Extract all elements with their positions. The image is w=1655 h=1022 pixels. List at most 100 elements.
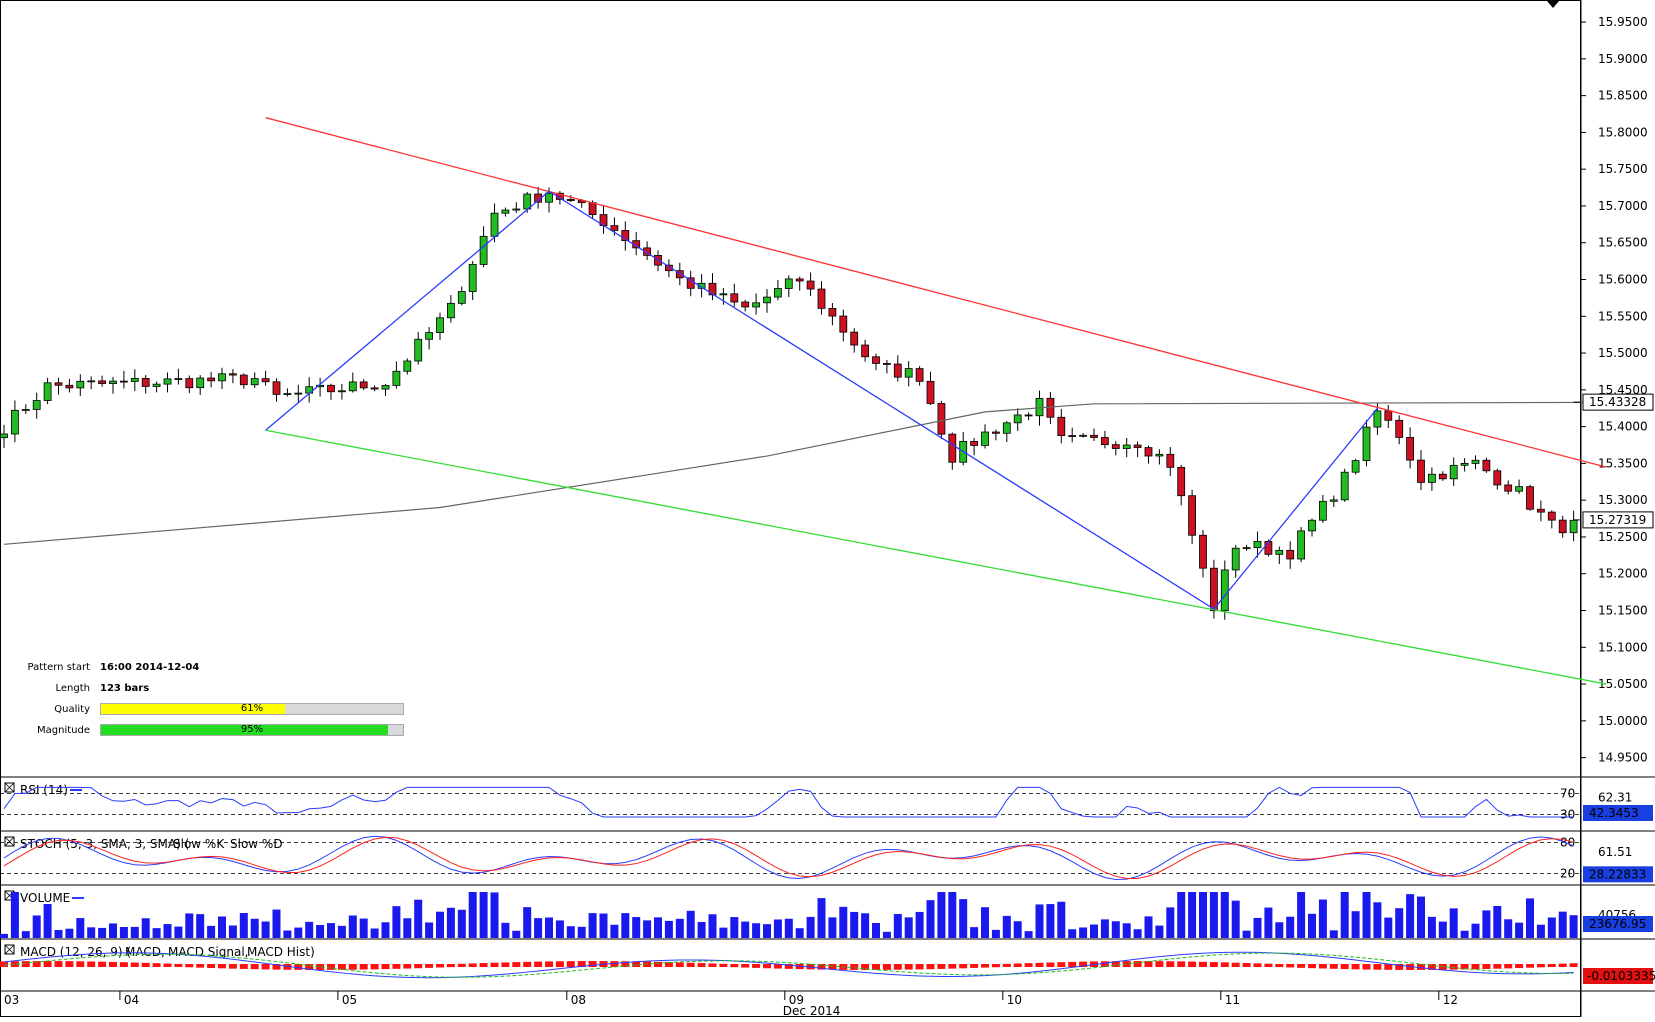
price-axis-label: 15.3000 [1598,493,1648,507]
volume-bar [1362,892,1371,938]
candle [1569,519,1578,534]
candle [479,235,488,265]
candle [1264,541,1273,555]
candle [1417,459,1425,483]
candle [752,302,760,308]
volume-bar [763,924,771,938]
candle [141,378,150,387]
macd-hist-bar [926,964,935,970]
macd-hist-bar [218,964,226,969]
macd-label: MACD, [125,945,165,959]
macd-hist-bar [327,964,335,970]
macd-hist-bar [1209,962,1218,967]
macd-hist-bar [479,963,488,967]
volume-bar [1438,921,1447,938]
volume-bar [1417,896,1425,938]
volume-bar [261,921,270,938]
volume-bar [1155,925,1164,938]
volume-bar [1013,921,1022,938]
price-axis-label: 14.9500 [1598,751,1648,765]
rsi-level-label: 30 [1560,807,1575,821]
magnitude-bar-fill [101,725,388,735]
candle [512,208,521,211]
candle [65,384,74,389]
macd-hist-bar [21,961,30,967]
quality-label: Quality [54,704,90,715]
candle [904,368,913,378]
macd-hist-bar [577,961,586,967]
volume-bar [610,924,619,938]
candle [893,363,902,378]
price-axis-label: 15.8000 [1598,125,1648,139]
macd-hist-bar [708,963,717,967]
volume-bar [1493,905,1502,938]
volume-bar [643,920,652,938]
volume-bar [1133,929,1142,938]
volume-bar [1264,907,1273,938]
volume-bar [109,923,117,938]
macd-hist-bar [719,963,728,967]
volume-bar [850,911,859,938]
macd-hist-bar [686,962,695,967]
candle [436,317,444,334]
macd-hist-bar [752,964,761,968]
candle [1079,434,1087,437]
candle [1242,547,1251,550]
price-axis-label: 15.6500 [1598,236,1648,250]
macd-hist-bar [0,961,8,967]
quality-bar: 61% [100,703,404,715]
time-axis-label: 09 [789,993,804,1007]
volume-bar [861,913,870,938]
corner-arrow-icon [1547,1,1559,8]
macd-hist-bar [468,963,477,967]
volume-bar [392,906,401,938]
price-axis-label: 15.4500 [1598,383,1648,397]
macd-hist-bar [316,964,325,970]
volume-bar [1177,892,1186,938]
volume-bar [806,916,815,938]
candle [610,225,619,231]
volume-bar [185,913,194,938]
volume-bar [1449,908,1458,938]
candle [1406,437,1414,461]
macd-hist-bar [959,964,968,969]
volume-bar [675,918,684,938]
candle [76,380,85,389]
volume-bar [1504,919,1513,938]
macd-hist-bar [414,964,423,969]
time-axis-label: 08 [571,993,586,1007]
candle [1188,495,1196,536]
candle [218,373,226,382]
rsi-line [3,786,1574,818]
candle [0,433,8,439]
candle [490,212,499,237]
candle [566,199,575,201]
candle [359,381,368,389]
volume-bar [981,907,989,938]
rsi-level-label: 70 [1560,787,1575,801]
volume-bar [207,925,216,938]
candle [784,278,793,289]
stoch-value-box [1583,866,1653,883]
price-mark-box [1582,393,1654,411]
volume-bar [490,892,499,938]
price-axis-label: 15.2000 [1598,567,1648,581]
volume-bar [425,922,434,938]
price-mark-box [1582,511,1654,529]
macd-hist-bar [882,964,891,970]
volume-bar [872,923,880,938]
volume-bar [817,898,826,938]
rsi-value-box [1583,804,1653,821]
candle [228,373,237,376]
volume-bar [54,929,63,938]
candle [1471,459,1480,464]
volume-bar [1406,894,1415,938]
candle [708,282,717,296]
macd-hist-bar [207,964,216,968]
macd-hist-bar [893,964,902,970]
price-axis-label: 15.5000 [1598,346,1648,360]
volume-bar [1199,892,1207,938]
quality-bar-fill [101,704,286,714]
macd-hist-bar [1111,961,1120,967]
